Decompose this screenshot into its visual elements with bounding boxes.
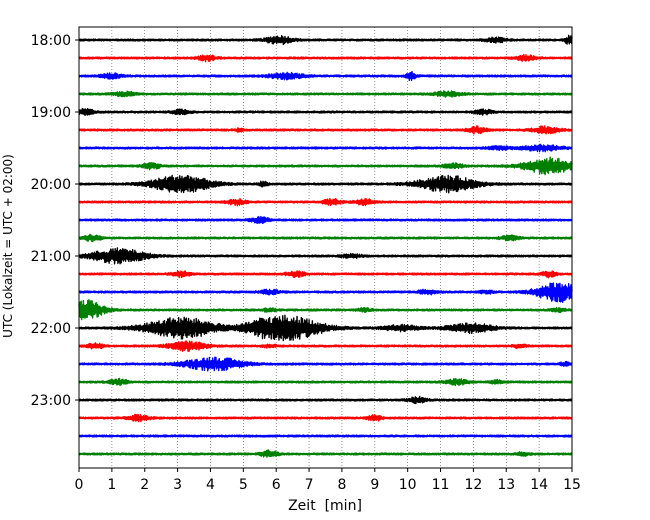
x-tick-label-10: 10 (399, 477, 417, 493)
x-tick-label-11: 11 (432, 477, 450, 493)
x-axis-label: Zeit [min] (288, 498, 362, 514)
x-tick-label-5: 5 (239, 477, 248, 493)
plot-frame (78, 26, 573, 469)
x-tick-label-4: 4 (206, 477, 215, 493)
x-axis-ticks: 0 1 2 3 4 5 6 7 8 9 10 11 12 13 14 15 (75, 468, 581, 493)
trace-2345 (78, 449, 573, 458)
trace-2045 (78, 233, 573, 243)
trace-2000 (78, 174, 573, 194)
x-tick-label-7: 7 (305, 477, 314, 493)
trace-2030 (78, 215, 573, 225)
y-tick-label-1900: 19:00 (31, 105, 71, 121)
trace-1900 (78, 107, 573, 117)
trace-2115 (78, 269, 573, 279)
y-axis-label: UTC (Lokalzeit = UTC + 02:00) (1, 154, 15, 338)
y-tick-label-1800: 18:00 (31, 33, 71, 49)
trace-1815 (78, 53, 573, 63)
trace-1800 (78, 34, 573, 46)
trace-2215 (78, 340, 573, 352)
y-tick-label-2100: 21:00 (31, 249, 71, 265)
x-tick-label-0: 0 (75, 477, 84, 493)
x-tick-label-14: 14 (530, 477, 548, 493)
y-tick-label-2200: 22:00 (31, 321, 71, 337)
x-tick-label-3: 3 (173, 477, 182, 493)
trace-1845 (78, 90, 573, 98)
x-tick-label-8: 8 (337, 477, 346, 493)
x-tick-label-2: 2 (140, 477, 149, 493)
trace-2200 (78, 314, 573, 342)
trace-2230 (78, 356, 573, 372)
x-tick-label-9: 9 (370, 477, 379, 493)
trace-2145 (78, 299, 573, 321)
trace-2300 (78, 395, 573, 405)
seismic-traces (78, 34, 573, 458)
trace-1930 (78, 143, 573, 153)
x-tick-label-13: 13 (497, 477, 515, 493)
trace-1945 (78, 156, 573, 176)
x-tick-label-1: 1 (107, 477, 116, 493)
y-tick-label-2000: 20:00 (31, 177, 71, 193)
trace-2315 (78, 413, 573, 423)
trace-1830 (78, 70, 573, 82)
y-axis-ticks: 18:00 19:00 20:00 21:00 22:00 23:00 (31, 33, 79, 409)
y-tick-label-2300: 23:00 (31, 393, 71, 409)
x-tick-label-6: 6 (272, 477, 281, 493)
trace-2015 (78, 197, 573, 207)
trace-2245 (78, 377, 573, 387)
x-tick-label-15: 15 (563, 477, 581, 493)
trace-2330 (78, 434, 573, 438)
x-tick-label-12: 12 (464, 477, 482, 493)
trace-1915 (78, 125, 573, 135)
trace-2100 (78, 247, 573, 265)
trace-2130 (78, 282, 573, 303)
